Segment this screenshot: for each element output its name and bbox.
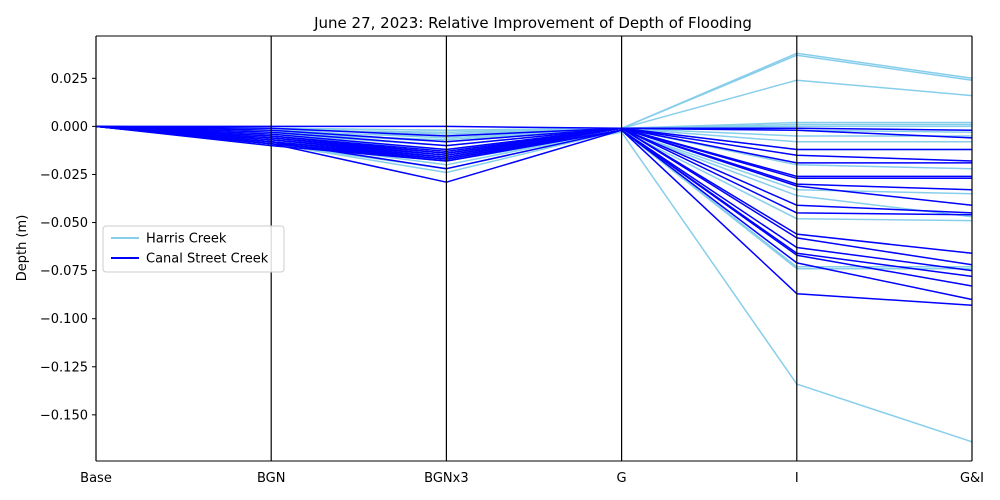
series-line <box>96 125 973 131</box>
y-axis-label: Depth (m) <box>15 215 30 282</box>
y-tick-label: −0.050 <box>40 216 88 231</box>
x-tick-label: G <box>617 471 627 486</box>
legend: Harris Creek Canal Street Creek <box>102 225 285 273</box>
series-line <box>95 125 973 287</box>
x-tick-label: BGNx3 <box>424 471 468 486</box>
legend-label: Canal Street Creek <box>146 252 269 267</box>
x-tick-label: I <box>795 471 799 486</box>
series-line <box>95 125 972 151</box>
legend-frame <box>102 225 285 273</box>
series-line <box>95 125 973 162</box>
series-line <box>95 125 972 164</box>
chart-title: June 27, 2023: Relative Improvement of D… <box>313 14 752 32</box>
x-tick-label: G&I <box>960 471 984 486</box>
y-tick-label: −0.150 <box>40 408 88 423</box>
x-tick-label: BGN <box>257 471 286 486</box>
y-tick-label: −0.100 <box>40 312 88 327</box>
series-line <box>95 125 973 139</box>
series-line <box>95 125 973 306</box>
series-canal-street-creek <box>95 125 973 306</box>
y-tick-label: −0.075 <box>40 264 88 279</box>
y-tick-label: 0.000 <box>51 120 88 135</box>
legend-label: Harris Creek <box>146 232 227 247</box>
y-tick-label: −0.025 <box>40 168 88 183</box>
series-line <box>95 125 973 301</box>
series-line <box>95 54 973 139</box>
x-tick-label: Base <box>80 471 112 486</box>
y-tick-label: −0.125 <box>40 360 88 375</box>
y-tick-label: 0.025 <box>51 72 88 87</box>
plot-area: 0.025 0.000 −0.025 −0.050 −0.075 −0.100 −0.125… <box>40 35 984 486</box>
series-line <box>95 125 973 443</box>
